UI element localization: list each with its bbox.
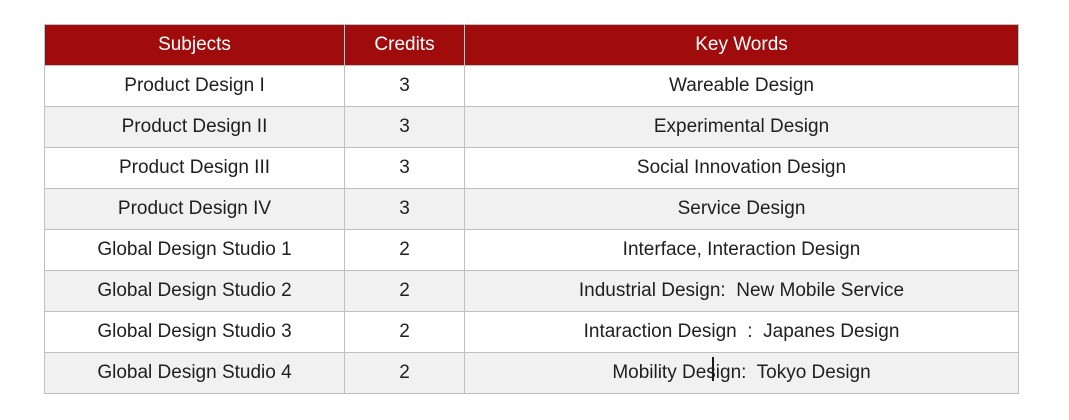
credits-cell[interactable]: 3 bbox=[344, 106, 465, 148]
credits-cell[interactable]: 3 bbox=[344, 188, 465, 230]
table-row: Global Design Studio 4 2 Mobility Design… bbox=[44, 352, 1019, 394]
credits-cell[interactable]: 2 bbox=[344, 229, 465, 271]
table-row: Product Design III 3 Social Innovation D… bbox=[44, 147, 1019, 189]
keywords-cell[interactable]: Wareable Design bbox=[464, 65, 1019, 107]
subject-cell[interactable]: Global Design Studio 1 bbox=[44, 229, 345, 271]
credits-cell[interactable]: 2 bbox=[344, 270, 465, 312]
keywords-cell[interactable]: Service Design bbox=[464, 188, 1019, 230]
header-keywords[interactable]: Key Words bbox=[464, 24, 1019, 66]
text-cursor bbox=[712, 357, 714, 381]
credits-cell[interactable]: 2 bbox=[344, 311, 465, 353]
header-credits[interactable]: Credits bbox=[344, 24, 465, 66]
table-row: Global Design Studio 2 2 Industrial Desi… bbox=[44, 270, 1019, 312]
table-row: Product Design II 3 Experimental Design bbox=[44, 106, 1019, 148]
subject-cell[interactable]: Product Design II bbox=[44, 106, 345, 148]
table-row: Global Design Studio 3 2 Intaraction Des… bbox=[44, 311, 1019, 353]
subject-cell[interactable]: Product Design III bbox=[44, 147, 345, 189]
subject-cell[interactable]: Global Design Studio 4 bbox=[44, 352, 345, 394]
header-row: Subjects Credits Key Words bbox=[44, 24, 1019, 66]
table-row: Product Design IV 3 Service Design bbox=[44, 188, 1019, 230]
keywords-cell[interactable]: Interface, Interaction Design bbox=[464, 229, 1019, 271]
table-header: Subjects Credits Key Words bbox=[44, 24, 1019, 66]
table-row: Global Design Studio 1 2 Interface, Inte… bbox=[44, 229, 1019, 271]
subject-cell[interactable]: Global Design Studio 2 bbox=[44, 270, 345, 312]
keywords-cell[interactable]: Mobility Design: Tokyo Design bbox=[464, 352, 1019, 394]
credits-cell[interactable]: 2 bbox=[344, 352, 465, 394]
credits-cell[interactable]: 3 bbox=[344, 65, 465, 107]
keywords-cell[interactable]: Social Innovation Design bbox=[464, 147, 1019, 189]
subject-cell[interactable]: Global Design Studio 3 bbox=[44, 311, 345, 353]
keywords-cell[interactable]: Industrial Design: New Mobile Service bbox=[464, 270, 1019, 312]
subject-cell[interactable]: Product Design I bbox=[44, 65, 345, 107]
keywords-cell[interactable]: Experimental Design bbox=[464, 106, 1019, 148]
credits-cell[interactable]: 3 bbox=[344, 147, 465, 189]
table-row: Product Design I 3 Wareable Design bbox=[44, 65, 1019, 107]
table-body: Product Design I 3 Wareable Design Produ… bbox=[44, 65, 1019, 394]
keywords-cell[interactable]: Intaraction Design : Japanes Design bbox=[464, 311, 1019, 353]
subject-cell[interactable]: Product Design IV bbox=[44, 188, 345, 230]
header-subjects[interactable]: Subjects bbox=[44, 24, 345, 66]
course-table: Subjects Credits Key Words Product Desig… bbox=[44, 24, 1019, 394]
